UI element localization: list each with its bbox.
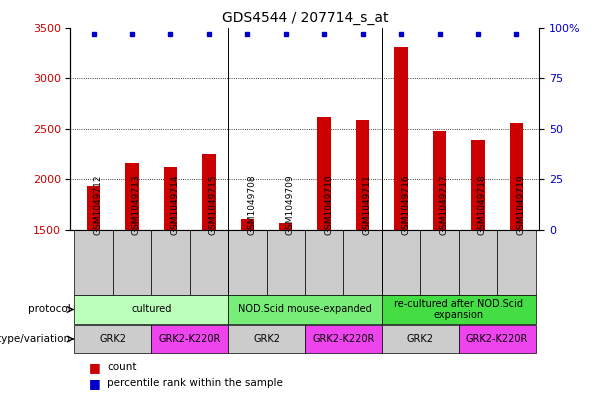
Bar [202, 154, 216, 230]
Title: GDS4544 / 207714_s_at: GDS4544 / 207714_s_at [222, 11, 388, 25]
Bar [228, 325, 305, 353]
Text: GSM1049714: GSM1049714 [170, 174, 180, 235]
Text: ■: ■ [89, 361, 101, 374]
Bar [125, 163, 139, 230]
Bar [74, 230, 113, 295]
Bar [421, 230, 459, 295]
Text: GSM1049711: GSM1049711 [363, 174, 371, 235]
Text: GSM1049719: GSM1049719 [516, 174, 525, 235]
Text: GSM1049716: GSM1049716 [401, 174, 410, 235]
Text: GSM1049717: GSM1049717 [440, 174, 449, 235]
Bar [113, 230, 151, 295]
Bar [240, 219, 254, 230]
Bar [164, 167, 177, 230]
Bar [382, 296, 536, 324]
Text: GRK2: GRK2 [253, 334, 280, 344]
Bar [74, 325, 151, 353]
Text: re-cultured after NOD.Scid
expansion: re-cultured after NOD.Scid expansion [394, 299, 524, 320]
Text: protocol: protocol [28, 305, 70, 314]
Text: GSM1049713: GSM1049713 [132, 174, 141, 235]
Text: GSM1049709: GSM1049709 [286, 174, 295, 235]
Bar [267, 230, 305, 295]
Bar [497, 230, 536, 295]
Bar [305, 230, 343, 295]
Bar [228, 230, 267, 295]
Text: GRK2: GRK2 [99, 334, 126, 344]
Text: GRK2: GRK2 [407, 334, 434, 344]
Bar [433, 131, 446, 230]
Text: genotype/variation: genotype/variation [0, 334, 70, 344]
Text: GSM1049708: GSM1049708 [247, 174, 256, 235]
Bar [509, 123, 523, 230]
Text: percentile rank within the sample: percentile rank within the sample [107, 378, 283, 388]
Bar [471, 140, 485, 230]
Bar [459, 325, 536, 353]
Bar [279, 223, 292, 230]
Bar [394, 47, 408, 230]
Bar [318, 117, 331, 230]
Bar [382, 325, 459, 353]
Bar [74, 296, 228, 324]
Text: NOD.Scid mouse-expanded: NOD.Scid mouse-expanded [238, 305, 372, 314]
Bar [151, 325, 228, 353]
Text: GRK2-K220R: GRK2-K220R [159, 334, 221, 344]
Text: GRK2-K220R: GRK2-K220R [312, 334, 375, 344]
Bar [459, 230, 497, 295]
Bar [356, 119, 370, 230]
Text: GRK2-K220R: GRK2-K220R [466, 334, 528, 344]
Bar [87, 186, 101, 230]
Bar [305, 325, 382, 353]
Text: cultured: cultured [131, 305, 172, 314]
Bar [343, 230, 382, 295]
Text: GSM1049712: GSM1049712 [94, 174, 102, 235]
Text: count: count [107, 362, 137, 373]
Bar [151, 230, 189, 295]
Text: GSM1049718: GSM1049718 [478, 174, 487, 235]
Text: GSM1049710: GSM1049710 [324, 174, 333, 235]
Text: GSM1049715: GSM1049715 [209, 174, 218, 235]
Bar [382, 230, 421, 295]
Bar [189, 230, 228, 295]
Bar [228, 296, 382, 324]
Text: ■: ■ [89, 376, 101, 390]
